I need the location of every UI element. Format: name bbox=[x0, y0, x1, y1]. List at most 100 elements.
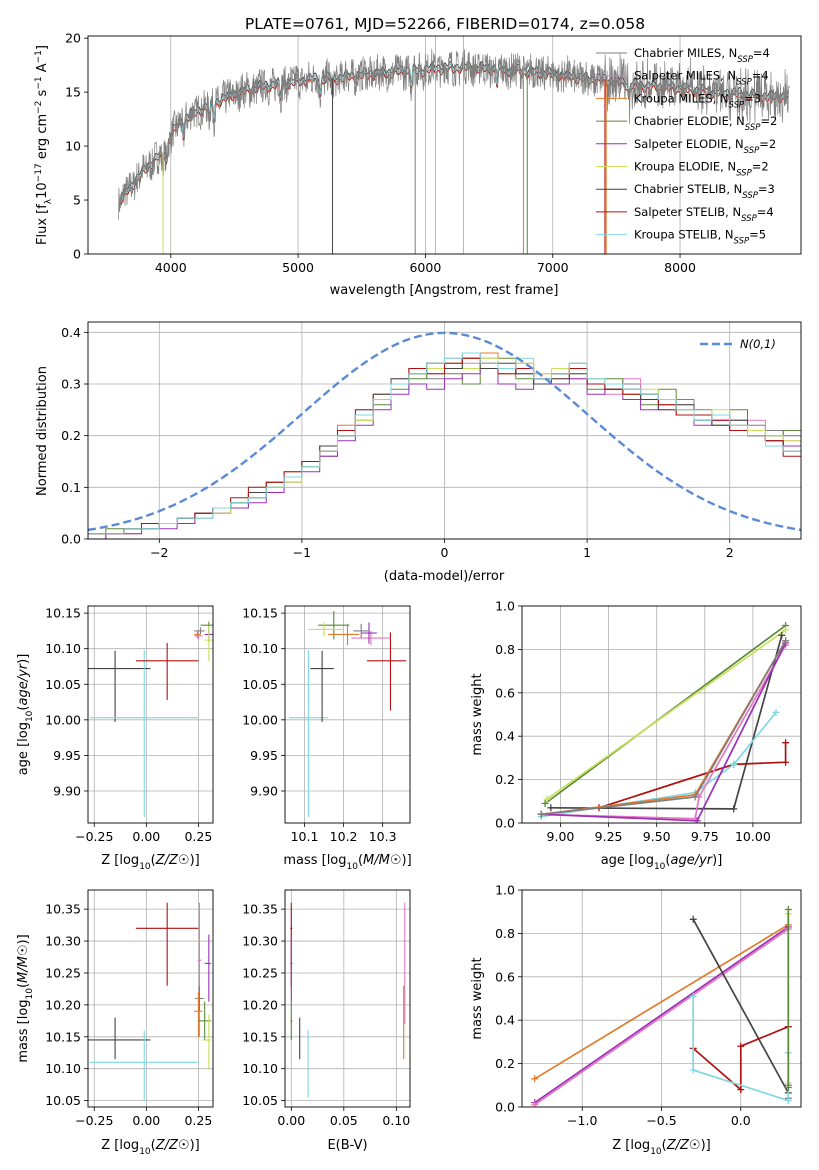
age-vs-mass-ytick-label: 9.95 bbox=[250, 748, 278, 763]
mw-vs-age-line-chabrier_stelib bbox=[550, 635, 783, 810]
mw-vs-z-marker-chabrier_elodie bbox=[784, 1083, 792, 1091]
mw-vs-age-ytick-label: 0.2 bbox=[495, 772, 515, 787]
spectrum-frame bbox=[87, 35, 802, 255]
spectrum-ytick-label: 0 bbox=[73, 247, 81, 262]
age-vs-mass-ytick-label: 9.90 bbox=[250, 783, 278, 798]
spectrum-xtick-label: 5000 bbox=[282, 260, 314, 275]
legend-entry-kroupa_elodie: Kroupa ELODIE, NSSP=2 bbox=[634, 160, 769, 179]
mw-vs-z-marker-salpeter_miles bbox=[531, 1101, 539, 1107]
residual-hists bbox=[88, 331, 801, 539]
legend-entry-kroupa_miles: Kroupa MILES, NSSP=3 bbox=[634, 91, 761, 110]
legend-entry-chabrier_elodie: Chabrier ELODIE, NSSP=2 bbox=[634, 114, 777, 133]
age-vs-z-ytick-label: 10.10 bbox=[45, 641, 81, 656]
age-vs-mass-ytick-label: 10.05 bbox=[242, 677, 278, 692]
age-vs-mass-ytick-label: 10.10 bbox=[242, 641, 278, 656]
spectrum-ytick-label: 15 bbox=[65, 85, 81, 100]
mw-vs-z-ytick-label: 1.0 bbox=[495, 883, 515, 898]
mw-vs-z-xtick-label: 0.0 bbox=[731, 1113, 751, 1128]
mass-vs-z-ytick-label: 10.25 bbox=[45, 965, 81, 980]
spectrum-ylabel: Flux [fλ10−17 erg cm−2 s−1 A−1] bbox=[34, 45, 54, 245]
mass-vs-z-xtick-label: −0.25 bbox=[75, 1113, 113, 1128]
mw-vs-z-marker-chabrier_elodie bbox=[784, 906, 792, 914]
mw-vs-z-axes: −1.0 −0.5 0.0 0.0 0.2 0.4 0.6 0.8 1.0 bbox=[495, 883, 801, 1128]
mass-vs-ebv-xlabel: E(B-V) bbox=[327, 1138, 367, 1153]
mass-vs-z-axes: −0.25 0.00 0.25 10.05 10.10 10.15 10.20 10.25 10… bbox=[45, 890, 213, 1128]
spectrum-lines bbox=[118, 36, 790, 254]
residual-xtick-label: 0 bbox=[441, 545, 449, 560]
mass-vs-z-ytick-label: 10.30 bbox=[45, 934, 81, 949]
mass-vs-z-xtick-label: 0.00 bbox=[132, 1113, 160, 1128]
residual-ytick-label: 0.2 bbox=[61, 428, 81, 443]
age-vs-mass-xtick-label: 10.3 bbox=[369, 829, 397, 844]
mass-vs-ebv-frame bbox=[284, 889, 411, 1108]
spectrum-ytick-label: 5 bbox=[73, 193, 81, 208]
mw-vs-z-marker-salpeter_stelib bbox=[737, 1086, 745, 1094]
mw-vs-age-xtick-label: 9.00 bbox=[547, 829, 575, 844]
mw-vs-z-xtick-label: −1.0 bbox=[567, 1113, 597, 1128]
mw-vs-age-frame bbox=[521, 605, 802, 824]
age-vs-mass-points bbox=[288, 610, 407, 818]
residual-gaussian-curve bbox=[88, 331, 801, 532]
age-vs-mass-xlabel: mass [log10(M/M☉)] bbox=[283, 853, 411, 872]
mw-vs-z-ytick-label: 0.0 bbox=[495, 1100, 515, 1115]
mw-vs-age-xlabel: age [log10(age/yr)] bbox=[601, 853, 723, 872]
mw-vs-age-marker-kroupa_elodie bbox=[543, 795, 551, 803]
mass-vs-z-ytick-label: 10.35 bbox=[45, 902, 81, 917]
mw-vs-age-marker-chabrier_stelib bbox=[547, 804, 555, 812]
mw-vs-age-xtick-label: 9.25 bbox=[595, 829, 623, 844]
spectrum-xtick-label: 8000 bbox=[664, 260, 696, 275]
legend-entry-salpeter_elodie: Salpeter ELODIE, NSSP=2 bbox=[634, 137, 776, 156]
mw-vs-age-axes: 9.00 9.25 9.50 9.75 10.00 0.0 0.2 0.4 0.6 0.8 1.0 bbox=[495, 599, 801, 844]
age-vs-mass-xtick-label: 10.2 bbox=[330, 829, 358, 844]
mw-vs-z-ytick-label: 0.8 bbox=[495, 926, 515, 941]
mw-vs-z-ytick-label: 0.2 bbox=[495, 1056, 515, 1071]
mw-vs-age-marker-kroupa_elodie bbox=[782, 626, 790, 634]
mw-vs-age-ytick-label: 0.8 bbox=[495, 642, 515, 657]
legend-entry-salpeter_miles: Salpeter MILES, NSSP=4 bbox=[634, 69, 769, 88]
mw-vs-z-marker-kroupa_stelib bbox=[689, 992, 697, 1000]
mw-vs-z-ylabel: mass weight bbox=[470, 957, 485, 1039]
mw-vs-age-marker-salpeter_stelib bbox=[782, 739, 790, 747]
mw-vs-age-xtick-label: 10.00 bbox=[735, 829, 771, 844]
mw-vs-age-ytick-label: 1.0 bbox=[495, 599, 515, 614]
residual-xlabel: (data-model)/error bbox=[384, 569, 505, 584]
spectrum-xtick-label: 6000 bbox=[409, 260, 441, 275]
age-vs-z-ytick-label: 9.95 bbox=[53, 748, 81, 763]
mass-vs-ebv-axes: 0.00 0.05 0.10 10.05 10.10 10.15 10.20 10.25 10.… bbox=[242, 890, 410, 1128]
mass-vs-ebv-xtick-label: 0.10 bbox=[382, 1113, 410, 1128]
residual-axes: −2 −1 0 1 2 0.0 0.1 0.2 0.3 0.4 bbox=[61, 322, 801, 560]
legend-entry-salpeter_stelib: Salpeter STELIB, NSSP=4 bbox=[634, 205, 774, 224]
mw-vs-age-marker-chabrier_miles bbox=[691, 793, 699, 801]
mass-vs-ebv-ytick-label: 10.25 bbox=[242, 965, 278, 980]
mw-vs-age-marker-chabrier_miles bbox=[537, 810, 545, 818]
age-vs-z-axes: −0.25 0.00 0.25 9.90 9.95 10.00 10.05 10.10 10.1… bbox=[45, 606, 213, 844]
spectrum-legend: Chabrier MILES, NSSP=4 Salpeter MILES, NS… bbox=[596, 46, 777, 247]
age-vs-mass-frame bbox=[284, 605, 411, 824]
mw-vs-z-frame bbox=[521, 889, 802, 1108]
mw-vs-age-line-kroupa_miles bbox=[541, 640, 787, 816]
residual-ytick-label: 0.3 bbox=[61, 377, 81, 392]
age-vs-z-xtick-label: 0.00 bbox=[132, 829, 160, 844]
residual-ytick-label: 0.1 bbox=[61, 480, 81, 495]
mw-vs-z-xtick-label: −0.5 bbox=[646, 1113, 676, 1128]
age-vs-z-xlabel: Z [log10(Z/Z☉)] bbox=[101, 853, 199, 872]
mw-vs-age-line-salpeter_elodie bbox=[541, 642, 787, 822]
legend-entry-chabrier_stelib: Chabrier STELIB, NSSP=3 bbox=[634, 182, 775, 201]
spectrum-observed bbox=[118, 48, 790, 220]
age-vs-z-xtick-label: 0.25 bbox=[184, 829, 212, 844]
mass-vs-ebv-points bbox=[290, 902, 406, 1098]
age-vs-z-frame bbox=[87, 605, 214, 824]
mass-vs-ebv-xtick-label: 0.05 bbox=[330, 1113, 358, 1128]
mass-vs-z-frame bbox=[87, 889, 214, 1108]
mw-vs-age-marker-chabrier_miles bbox=[782, 637, 790, 645]
residual-xtick-label: −1 bbox=[293, 545, 311, 560]
mass-vs-ebv-ytick-label: 10.10 bbox=[242, 1061, 278, 1076]
mw-vs-z-marker-kroupa_stelib bbox=[784, 1096, 792, 1104]
mw-vs-z-series bbox=[531, 906, 792, 1107]
residual-xtick-label: 2 bbox=[726, 545, 734, 560]
residual-ytick-label: 0.0 bbox=[61, 532, 81, 547]
residual-ytick-label: 0.4 bbox=[61, 325, 81, 340]
spectrum-xtick-label: 4000 bbox=[155, 260, 187, 275]
